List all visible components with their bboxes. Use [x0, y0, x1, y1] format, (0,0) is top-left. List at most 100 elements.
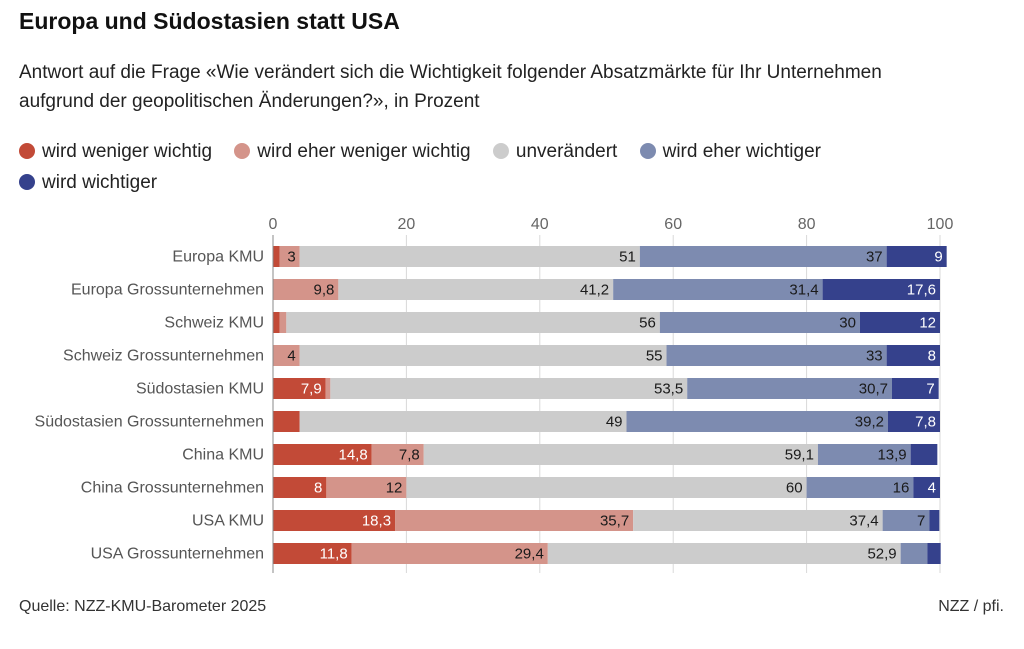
bar-segment: [273, 411, 300, 432]
bar-segment: [299, 246, 640, 267]
x-tick-label: 100: [927, 216, 954, 233]
data-label: 14,8: [339, 447, 368, 464]
bar-segment: [273, 543, 352, 564]
x-tick-label: 0: [269, 216, 278, 233]
data-label: 8: [928, 348, 936, 365]
bar-segment: [639, 246, 887, 267]
data-label: 31,4: [789, 282, 818, 299]
bar-segment: [927, 543, 941, 564]
data-label: 49: [606, 414, 623, 431]
data-label: 41,2: [580, 282, 609, 299]
bar-segment: [273, 345, 300, 366]
bar-segment: [687, 378, 892, 399]
bar-segment: [613, 279, 823, 300]
bar-segment: [371, 444, 424, 465]
data-label: 7,8: [915, 414, 936, 431]
bar-segment: [326, 477, 407, 498]
category-label: Europa Grossunternehmen: [71, 282, 264, 299]
category-label: China Grossunternehmen: [81, 480, 264, 497]
data-label: 7,9: [301, 381, 322, 398]
category-label: USA KMU: [192, 513, 264, 530]
bar-segment: [406, 477, 807, 498]
data-label: 7: [917, 513, 925, 530]
data-label: 55: [646, 348, 663, 365]
bar-segment: [900, 543, 928, 564]
bar-segment: [423, 444, 818, 465]
bar-segment: [273, 246, 280, 267]
legend-item-wichtiger: wird wichtiger: [19, 170, 157, 201]
bar-segment: [338, 279, 614, 300]
data-label: 7,8: [399, 447, 420, 464]
bar-segment: [882, 510, 930, 531]
bar-segment: [817, 444, 911, 465]
bar-segment: [666, 345, 887, 366]
bar-segment: [273, 444, 372, 465]
stacked-bar-chart: 0 20 40 60 80 100 Europa KMU 3 51 37 9 Europa Gross…: [35, 216, 954, 573]
data-label: 3: [287, 249, 295, 266]
bar-segment: [910, 444, 938, 465]
bar-segment: [887, 411, 940, 432]
bar-segment: [279, 246, 300, 267]
legend-label: wird weniger wichtig: [42, 141, 213, 162]
chart-title: Europa und Südostasien statt USA: [19, 8, 400, 34]
bar-segment: [325, 378, 331, 399]
legend-label: wird eher wichtiger: [662, 141, 821, 162]
bar-segment: [913, 477, 940, 498]
bar-segment: [273, 378, 326, 399]
bar-segment: [299, 345, 667, 366]
category-label: Europa KMU: [172, 249, 264, 266]
data-label: 39,2: [855, 414, 884, 431]
bar-segment: [547, 543, 901, 564]
legend-item-unveraendert: unverändert: [492, 139, 618, 170]
bar-segment: [330, 378, 688, 399]
category-label: Schweiz Grossunternehmen: [63, 348, 264, 365]
x-tick-label: 60: [664, 216, 682, 233]
bar-segment: [286, 312, 660, 333]
data-label: 53,5: [654, 381, 683, 398]
data-label: 33: [866, 348, 883, 365]
category-label: Südostasien KMU: [136, 381, 264, 398]
data-label: 59,1: [785, 447, 814, 464]
legend: wird weniger wichtig wird eher weniger w…: [19, 139, 979, 201]
bar-segment: [299, 411, 627, 432]
data-label: 16: [893, 480, 910, 497]
legend-label: wird wichtiger: [42, 172, 158, 193]
bar-segment: [351, 543, 548, 564]
data-label: 18,3: [362, 513, 391, 530]
legend-swatch: [234, 143, 251, 159]
data-label: 37: [866, 249, 883, 266]
legend-swatch: [492, 143, 509, 159]
data-label: 30,7: [859, 381, 888, 398]
legend-swatch: [19, 174, 35, 190]
bar-segment: [273, 279, 339, 300]
x-tick-label: 80: [798, 216, 816, 233]
data-label: 13,9: [877, 447, 906, 464]
legend-swatch: [19, 143, 35, 159]
bar-segment: [806, 477, 914, 498]
legend-label: unverändert: [515, 141, 618, 162]
category-label: Schweiz KMU: [164, 315, 264, 332]
source-note: Quelle: NZZ-KMU-Barometer 2025: [19, 598, 267, 615]
data-label: 8: [314, 480, 322, 497]
data-label: 9: [934, 249, 942, 266]
data-label: 29,4: [515, 546, 544, 563]
data-label: 35,7: [600, 513, 629, 530]
chart-subtitle: Antwort auf die Frage «Wie verändert sic…: [19, 62, 882, 112]
bar-segment: [886, 345, 940, 366]
data-label: 51: [619, 249, 636, 266]
data-label: 7: [926, 381, 934, 398]
bar-segment: [929, 510, 940, 531]
legend-swatch: [639, 143, 656, 159]
data-label: 17,6: [907, 282, 936, 299]
x-tick-label: 20: [398, 216, 416, 233]
legend-item-weniger-wichtig: wird weniger wichtig: [19, 139, 212, 170]
bar-segment: [822, 279, 940, 300]
data-label: 4: [928, 480, 936, 497]
data-label: 4: [287, 348, 295, 365]
legend-item-eher-wichtiger: wird eher wichtiger: [639, 139, 821, 170]
data-label: 12: [919, 315, 936, 332]
category-label: Südostasien Grossunternehmen: [35, 414, 264, 431]
data-label: 12: [386, 480, 403, 497]
credit-note: NZZ / pfi.: [938, 598, 1004, 615]
legend-label: wird eher weniger wichtig: [257, 141, 471, 162]
